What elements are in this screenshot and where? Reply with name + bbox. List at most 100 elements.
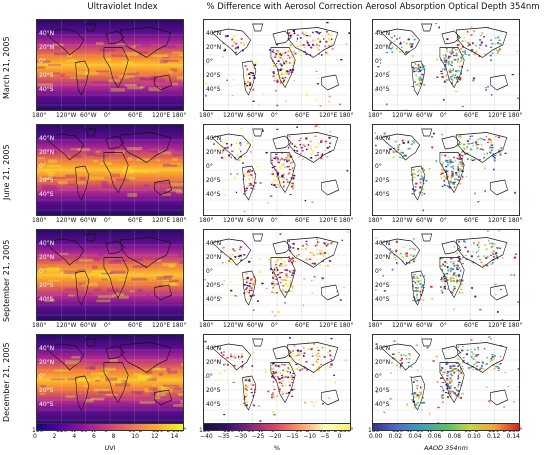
- uvi-texture: [153, 396, 161, 400]
- data-pixel: [333, 374, 336, 376]
- data-pixel: [305, 93, 308, 96]
- data-pixel: [446, 38, 449, 40]
- uvi-texture: [178, 88, 183, 91]
- data-pixel: [486, 363, 488, 365]
- data-pixel: [316, 31, 319, 34]
- data-pixel: [277, 161, 280, 164]
- data-pixel: [460, 385, 462, 387]
- data-pixel: [394, 151, 396, 153]
- data-pixel: [472, 30, 476, 33]
- data-pixel: [279, 214, 282, 215]
- data-pixel: [436, 76, 439, 78]
- lat-tick-label: 40°S: [206, 191, 221, 198]
- data-pixel: [498, 152, 502, 154]
- map-panel: 40°N 20°N 0° 20°S 40°S: [203, 334, 351, 426]
- data-pixel: [246, 281, 248, 284]
- data-pixel: [246, 279, 248, 282]
- data-pixel: [456, 76, 459, 78]
- data-pixel: [445, 166, 448, 168]
- data-pixel: [477, 201, 480, 203]
- data-pixel: [453, 264, 456, 267]
- lon-tick-label: 180°: [32, 112, 47, 119]
- map-panel: 40°N 20°N 0° 20°S 40°S: [36, 19, 184, 111]
- data-pixel: [491, 245, 494, 248]
- coastline: [380, 133, 421, 161]
- data-pixel: [464, 246, 467, 249]
- data-pixel: [400, 41, 402, 44]
- data-pixel: [479, 137, 481, 139]
- data-pixel: [222, 354, 225, 357]
- data-pixel: [397, 144, 399, 146]
- data-pixel: [314, 125, 317, 128]
- data-pixel: [404, 51, 408, 54]
- data-pixel: [419, 393, 422, 396]
- data-pixel: [454, 58, 457, 61]
- data-pixel: [243, 175, 245, 177]
- uvi-texture: [180, 362, 183, 366]
- data-pixel: [252, 75, 255, 77]
- data-pixel: [325, 51, 328, 54]
- data-pixel: [452, 68, 455, 70]
- uvi-texture: [105, 393, 118, 396]
- data-pixel: [483, 35, 485, 38]
- coastline: [103, 47, 129, 89]
- data-pixel: [221, 262, 224, 264]
- data-pixel: [281, 375, 284, 378]
- data-pixel: [397, 146, 400, 149]
- uvi-texture: [170, 282, 176, 286]
- coastline: [421, 338, 433, 347]
- data-pixel: [272, 385, 275, 387]
- data-pixel: [272, 381, 275, 383]
- data-pixel: [395, 151, 398, 153]
- data-pixel: [271, 291, 274, 293]
- data-pixel: [273, 388, 276, 391]
- colorbar-tick-label: 0.10: [467, 433, 481, 440]
- data-pixel: [282, 80, 285, 83]
- data-pixel: [411, 66, 414, 69]
- data-pixel: [476, 354, 478, 357]
- data-pixel: [488, 151, 491, 154]
- data-pixel: [252, 276, 256, 278]
- data-pixel: [446, 173, 449, 175]
- coastline: [272, 345, 292, 360]
- data-pixel: [491, 52, 494, 54]
- data-pixel: [457, 43, 460, 46]
- data-pixel: [464, 49, 466, 52]
- data-pixel: [317, 145, 320, 147]
- uvi-texture: [103, 367, 116, 371]
- data-pixel: [315, 401, 317, 404]
- uvi-texture: [146, 377, 157, 382]
- data-pixel: [223, 249, 226, 252]
- data-pixel: [238, 357, 240, 360]
- data-pixel: [420, 286, 423, 289]
- uvi-texture: [48, 159, 57, 164]
- lat-tick-label: 20°S: [206, 177, 221, 184]
- uvi-texture: [48, 149, 56, 154]
- data-pixel: [437, 422, 440, 424]
- data-pixel: [462, 357, 465, 359]
- data-pixel: [281, 363, 284, 366]
- data-pixel: [453, 365, 456, 367]
- data-pixel: [504, 371, 507, 374]
- data-pixel: [466, 362, 469, 364]
- data-pixel: [447, 386, 451, 389]
- data-pixel: [271, 396, 273, 399]
- data-pixel: [474, 45, 477, 47]
- uvi-texture: [163, 163, 178, 168]
- data-pixel: [285, 72, 288, 74]
- data-pixel: [245, 291, 248, 293]
- data-pixel: [444, 67, 447, 69]
- data-pixel: [285, 178, 288, 181]
- data-pixel: [401, 156, 404, 159]
- data-pixel: [291, 274, 294, 276]
- colorbar-tick-label: 0.06: [427, 433, 442, 440]
- data-pixel: [464, 51, 466, 53]
- data-pixel: [413, 392, 416, 394]
- data-pixel: [245, 189, 247, 192]
- data-pixel: [317, 143, 320, 145]
- data-pixel: [328, 136, 331, 139]
- data-pixel: [242, 186, 245, 188]
- data-pixel: [220, 351, 223, 354]
- data-pixel: [290, 375, 294, 377]
- data-pixel: [417, 71, 420, 73]
